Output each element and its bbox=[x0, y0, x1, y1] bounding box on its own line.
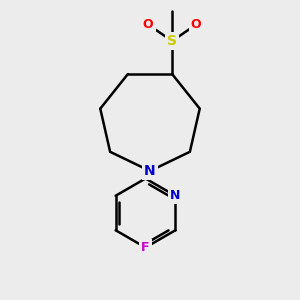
Text: S: S bbox=[167, 34, 177, 48]
Text: N: N bbox=[144, 164, 156, 178]
Text: N: N bbox=[170, 189, 181, 202]
Text: O: O bbox=[191, 18, 201, 31]
Text: F: F bbox=[141, 241, 150, 254]
Text: O: O bbox=[143, 18, 153, 31]
